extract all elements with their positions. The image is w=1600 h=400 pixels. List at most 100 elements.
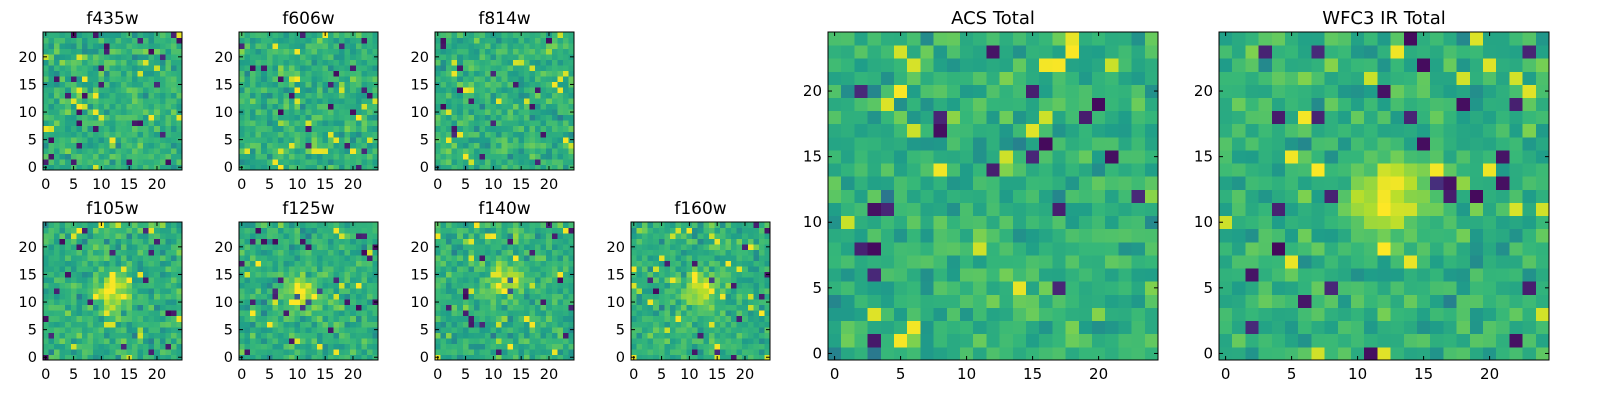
- heatmap-cell: [719, 354, 726, 361]
- heatmap-cell: [518, 87, 525, 94]
- heatmap-cell: [451, 109, 458, 116]
- heatmap-cell: [518, 48, 525, 55]
- heatmap-cell: [339, 227, 346, 234]
- heatmap-cell: [355, 266, 362, 273]
- heatmap-cell: [731, 277, 738, 284]
- heatmap-cell: [462, 249, 469, 256]
- heatmap-cell: [451, 54, 458, 60]
- heatmap-cell: [457, 98, 464, 105]
- heatmap-cell: [366, 147, 373, 154]
- heatmap-cell: [48, 92, 55, 99]
- heatmap-cell: [708, 249, 715, 256]
- heatmap-cell: [529, 153, 536, 160]
- heatmap-cell: [529, 271, 536, 278]
- heatmap-cell: [473, 109, 480, 116]
- heatmap-cell: [562, 81, 569, 88]
- heatmap-cell: [692, 227, 699, 234]
- heatmap-cell: [120, 92, 127, 99]
- heatmap-cell: [440, 131, 447, 138]
- heatmap-cell: [523, 87, 530, 94]
- heatmap-cell: [59, 164, 66, 171]
- heatmap-cell: [758, 266, 765, 273]
- heatmap-cell: [457, 92, 464, 99]
- heatmap-cell: [327, 277, 334, 284]
- heatmap-cell: [647, 343, 654, 350]
- heatmap-cell: [244, 120, 251, 127]
- heatmap-cell: [440, 260, 447, 267]
- heatmap-cell: [316, 332, 323, 339]
- heatmap-cell: [300, 244, 307, 250]
- heatmap-cell: [76, 142, 83, 149]
- heatmap-cell: [54, 354, 61, 361]
- heatmap-cell: [479, 244, 486, 250]
- heatmap-cell: [250, 282, 257, 289]
- heatmap-cell: [642, 255, 649, 262]
- heatmap-cell: [148, 332, 155, 339]
- heatmap-cell: [490, 125, 497, 132]
- heatmap-cell: [653, 249, 660, 256]
- heatmap-cell: [115, 87, 122, 94]
- heatmap-cell: [98, 310, 105, 317]
- heatmap-cell: [143, 76, 150, 83]
- heatmap-cell: [143, 59, 150, 66]
- heatmap-cell: [697, 288, 704, 295]
- heatmap-cell: [446, 299, 453, 306]
- heatmap-cell: [435, 158, 441, 165]
- heatmap-cell: [300, 87, 307, 94]
- heatmap-cell: [322, 37, 329, 44]
- heatmap-cell: [636, 348, 643, 355]
- heatmap-cell: [361, 227, 368, 234]
- heatmap-cell: [159, 222, 166, 228]
- heatmap-cell: [355, 299, 362, 306]
- heatmap-cell: [115, 92, 122, 99]
- heatmap-cell: [59, 304, 66, 311]
- heatmap-cell: [440, 70, 447, 77]
- heatmap-cell: [1078, 228, 1093, 243]
- heatmap-cell: [289, 227, 295, 234]
- heatmap-cell: [440, 92, 447, 99]
- heatmap-cell: [731, 315, 738, 322]
- heatmap-cell: [764, 277, 771, 284]
- heatmap-cell: [725, 337, 732, 344]
- heatmap-cell: [272, 293, 279, 300]
- heatmap-cell: [658, 255, 665, 262]
- heatmap-cell: [43, 103, 49, 110]
- heatmap-cell: [311, 65, 318, 72]
- heatmap-cell: [457, 153, 464, 160]
- heatmap-cell: [457, 332, 464, 339]
- heatmap-cell: [512, 260, 519, 267]
- heatmap-cell: [327, 260, 334, 267]
- heatmap-cell: [1105, 255, 1119, 269]
- heatmap-cell: [255, 32, 262, 38]
- heatmap-cell: [143, 354, 150, 361]
- heatmap-cell: [59, 315, 66, 322]
- heatmap-cell: [43, 37, 49, 44]
- heatmap-cell: [446, 332, 453, 339]
- heatmap-cell: [828, 176, 842, 190]
- heatmap-cell: [920, 307, 934, 322]
- heatmap-cell: [1012, 163, 1027, 177]
- heatmap-cell: [355, 337, 362, 344]
- heatmap-cell: [485, 70, 491, 77]
- heatmap-cell: [272, 43, 279, 49]
- heatmap-cell: [126, 76, 133, 83]
- heatmap-cell: [501, 147, 508, 154]
- heatmap-cell: [747, 277, 754, 284]
- heatmap-cell: [647, 315, 654, 322]
- heatmap-cell: [54, 304, 61, 311]
- heatmap-cell: [1012, 307, 1027, 322]
- heatmap-cell: [294, 158, 301, 165]
- heatmap-cell: [867, 189, 882, 203]
- heatmap-cell: [446, 282, 453, 289]
- heatmap-cell: [636, 288, 643, 295]
- heatmap-cell: [165, 337, 172, 344]
- heatmap-cell: [266, 98, 273, 105]
- heatmap-cell: [322, 299, 329, 306]
- heatmap-cell: [686, 227, 693, 234]
- heatmap-cell: [446, 131, 453, 138]
- heatmap-cell: [697, 299, 704, 306]
- heatmap-cell: [65, 109, 72, 116]
- heatmap-cell: [43, 142, 49, 149]
- heatmap-cell: [462, 266, 469, 273]
